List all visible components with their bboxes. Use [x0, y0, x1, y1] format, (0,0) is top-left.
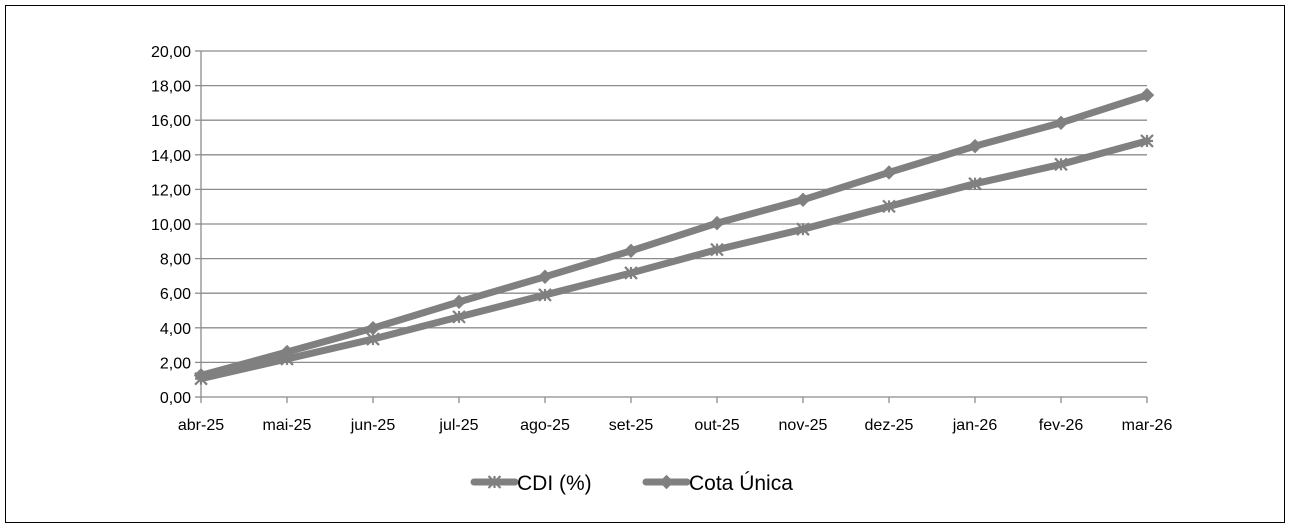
- y-tick-label: 16,00: [151, 113, 191, 130]
- y-tick-label: 18,00: [151, 79, 191, 96]
- x-tick-label: abr-25: [178, 417, 224, 434]
- x-tick-label: mai-25: [263, 417, 312, 434]
- x-tick-label: jun-25: [350, 417, 396, 434]
- data-point: [968, 176, 982, 191]
- x-tick-label: set-25: [609, 417, 654, 434]
- x-tick-label: dez-25: [865, 417, 914, 434]
- y-tick-label: 0,00: [160, 390, 191, 407]
- data-point: [795, 192, 811, 207]
- y-tick-label: 10,00: [151, 217, 191, 234]
- data-point: [796, 222, 810, 236]
- y-tick-label: 2,00: [160, 355, 191, 372]
- data-point: [882, 199, 896, 214]
- data-point: [537, 269, 553, 284]
- series-lines: [193, 87, 1155, 386]
- data-point: [967, 138, 983, 154]
- data-point: [1053, 115, 1069, 131]
- data-point: [1139, 87, 1155, 103]
- y-tick-label: 20,00: [151, 44, 191, 61]
- data-point: [1140, 134, 1154, 148]
- chart-frame: 0,00 2,00 4,00 6,00 8,00 10,00 12,00 14,00 16,00…: [5, 5, 1285, 523]
- data-point: [452, 310, 466, 324]
- gridlines: [201, 50, 1147, 364]
- y-tick-label: 6,00: [160, 286, 191, 303]
- legend-marker: [487, 475, 502, 489]
- x-tick-label: jan-26: [952, 417, 998, 434]
- data-point: [1054, 157, 1068, 172]
- legend-label: Cota Única: [689, 472, 793, 495]
- series-line-0: [197, 137, 1151, 383]
- x-tick-label: fev-26: [1039, 417, 1084, 434]
- legend-label: CDI (%): [517, 472, 592, 495]
- data-point: [193, 368, 209, 383]
- legend-marker: [659, 474, 674, 490]
- x-tick-label: ago-25: [520, 417, 570, 434]
- y-tick-label: 4,00: [160, 321, 191, 338]
- x-tick-label: nov-25: [779, 417, 828, 434]
- y-tick-label: 8,00: [160, 252, 191, 269]
- legend: CDI (%) Cota Única: [470, 472, 793, 495]
- line-chart: 0,00 2,00 4,00 6,00 8,00 10,00 12,00 14,00 16,00…: [151, 44, 1172, 495]
- data-point: [709, 215, 725, 231]
- y-tick-label: 12,00: [151, 182, 191, 199]
- data-point: [538, 288, 552, 302]
- data-point: [451, 294, 467, 310]
- axes: 0,00 2,00 4,00 6,00 8,00 10,00 12,00 14,00 16,00…: [151, 44, 1172, 434]
- x-tick-label: out-25: [694, 417, 739, 434]
- series-line-1: [197, 91, 1151, 379]
- data-point: [710, 242, 724, 257]
- y-tick-label: 14,00: [151, 148, 191, 165]
- data-point: [881, 165, 897, 180]
- x-tick-label: jul-25: [438, 417, 478, 434]
- data-point: [623, 243, 639, 259]
- data-point: [279, 344, 295, 360]
- x-tick-label: mar-26: [1122, 417, 1173, 434]
- data-point: [365, 320, 381, 336]
- data-point: [624, 266, 638, 280]
